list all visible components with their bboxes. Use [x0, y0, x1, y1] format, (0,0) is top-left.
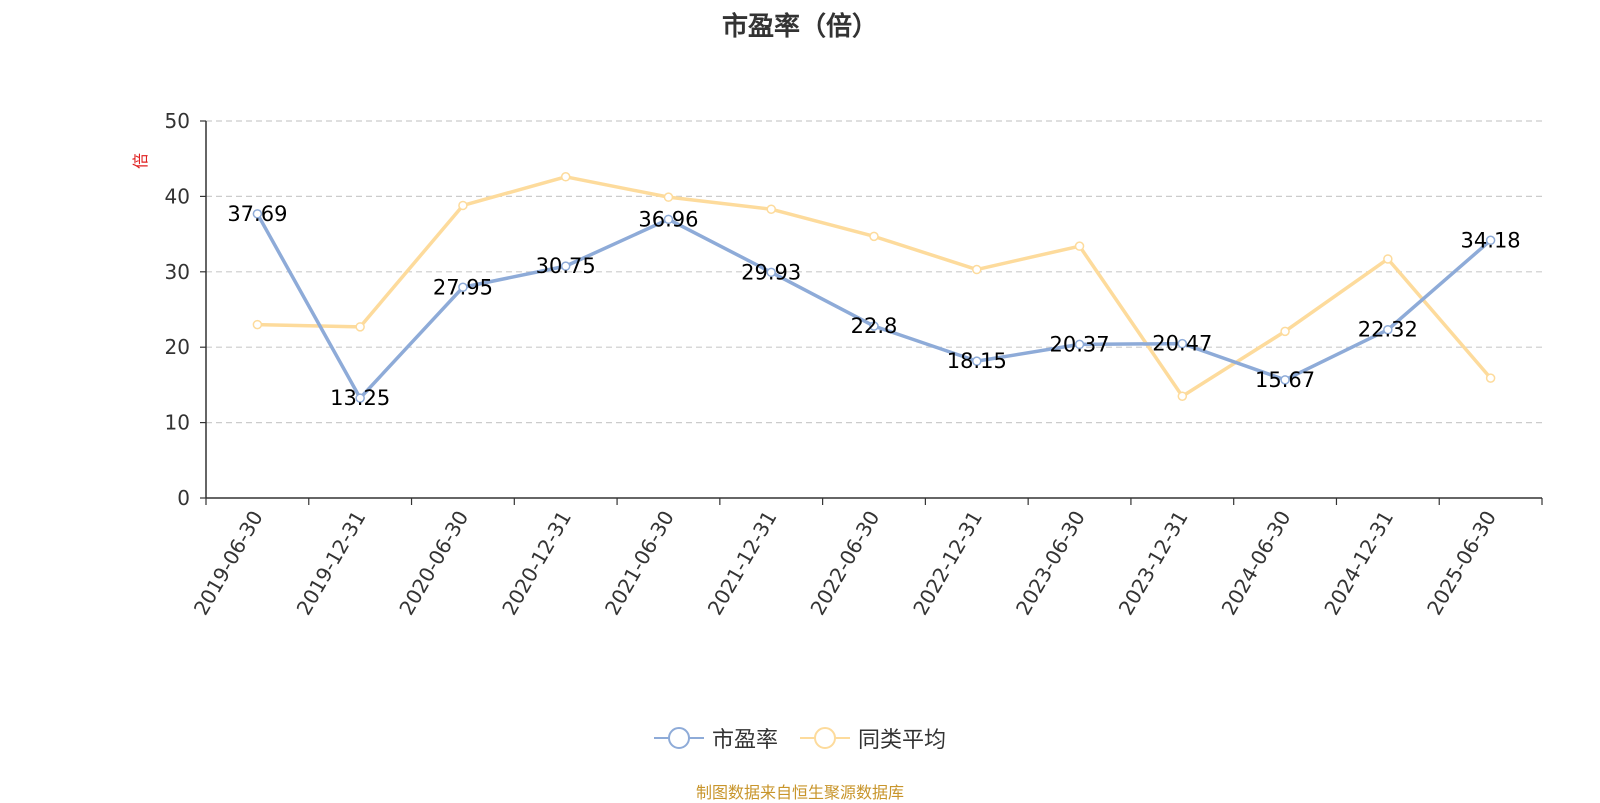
legend-label-avg: 同类平均	[858, 728, 947, 753]
data-point-0	[355, 393, 365, 403]
legend-label-pe: 市盈率	[711, 728, 778, 753]
y-tick-label: 0	[177, 486, 190, 510]
data-label: 36.96	[638, 207, 698, 231]
data-label: 29.93	[741, 260, 801, 284]
data-point-1	[1280, 326, 1290, 337]
x-tick-label: 2022-06-30	[805, 507, 884, 620]
data-point-0	[252, 209, 263, 219]
y-tick-label: 10	[165, 411, 190, 435]
chart-title: 市盈率（倍）	[721, 12, 878, 42]
data-point-0	[1177, 338, 1188, 349]
legend-symbol-pe	[653, 727, 704, 749]
data-point-0	[972, 356, 982, 366]
data-label: 27.95	[433, 275, 493, 299]
data-point-1	[972, 264, 982, 275]
data-label: 22.8	[851, 314, 898, 338]
x-tick-label: 2023-12-31	[1114, 507, 1193, 620]
x-tick-label: 2021-06-30	[600, 507, 679, 620]
data-point-1	[1383, 254, 1393, 264]
legend-symbol-avg	[800, 727, 850, 749]
x-tick-label: 2020-12-31	[497, 507, 576, 620]
data-point-0	[1280, 375, 1290, 385]
data-point-1	[663, 192, 674, 202]
data-point-0	[869, 321, 879, 331]
data-label: 15.67	[1255, 368, 1315, 392]
x-tick-label: 2019-06-30	[189, 507, 268, 620]
data-source-footer: 制图数据来自恒生聚源数据库	[695, 783, 904, 802]
data-point-0	[663, 214, 674, 225]
data-point-0	[1074, 339, 1085, 350]
data-point-1	[252, 319, 263, 330]
y-tick-label: 40	[165, 184, 190, 208]
data-point-0	[560, 261, 571, 271]
x-tick-label: 2024-06-30	[1217, 507, 1296, 620]
x-tick-label: 2020-06-30	[394, 507, 473, 620]
data-point-1	[1074, 241, 1085, 251]
x-tick-label: 2021-12-31	[703, 507, 782, 620]
data-label: 20.37	[1049, 332, 1109, 356]
x-tick-label: 2024-12-31	[1319, 507, 1398, 620]
legend-item-avg[interactable]: 同类平均	[800, 722, 946, 754]
legend-item-pe[interactable]: 市盈率	[653, 722, 778, 754]
data-label: 37.69	[227, 202, 287, 226]
x-tick-label: 2025-06-30	[1422, 507, 1501, 620]
data-point-0	[458, 282, 468, 293]
data-point-1	[458, 200, 468, 211]
data-point-1	[1177, 391, 1188, 401]
data-point-1	[560, 172, 571, 182]
data-point-1	[355, 322, 365, 332]
data-label: 30.75	[536, 254, 596, 278]
data-label: 34.18	[1461, 228, 1521, 252]
data-label: 22.32	[1358, 318, 1418, 342]
x-tick-label: 2019-12-31	[292, 507, 371, 620]
y-axis-label: 倍	[131, 153, 150, 169]
data-point-1	[869, 231, 879, 242]
data-label: 18.15	[947, 349, 1007, 373]
y-tick-label: 20	[165, 335, 190, 359]
legend: 市盈率 同类平均	[0, 722, 1600, 754]
data-point-0	[766, 267, 776, 278]
data-point-1	[766, 204, 776, 214]
y-tick-label: 50	[165, 109, 190, 133]
data-point-0	[1383, 324, 1393, 335]
data-label: 13.25	[330, 386, 390, 410]
data-point-1	[1485, 373, 1496, 383]
x-tick-label: 2022-12-31	[908, 507, 987, 620]
x-tick-label: 2023-06-30	[1011, 507, 1090, 620]
data-label: 20.47	[1152, 332, 1212, 356]
y-tick-label: 30	[165, 260, 190, 284]
data-point-0	[1485, 235, 1496, 246]
